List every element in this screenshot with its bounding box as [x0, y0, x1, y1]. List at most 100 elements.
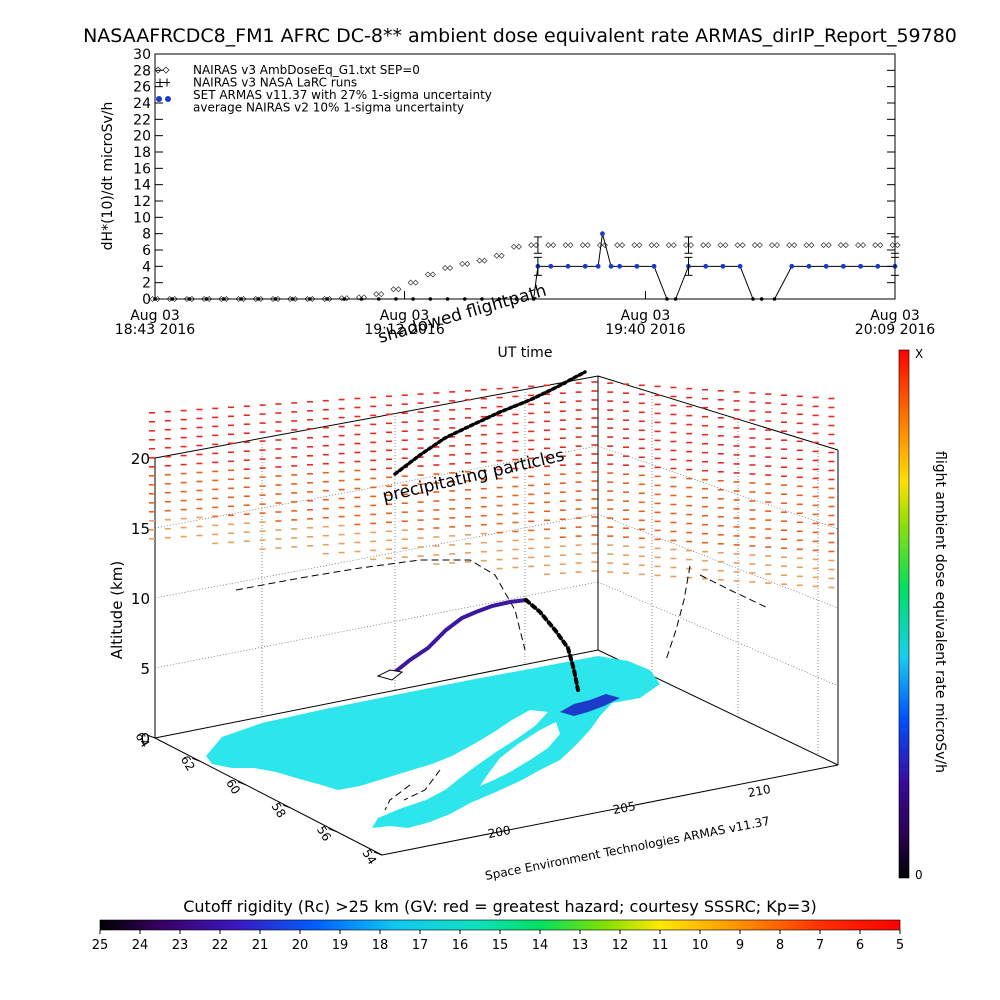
armas-point: [737, 263, 743, 269]
latitude-tick-mark: [373, 851, 383, 856]
grid-h-5: [154, 581, 599, 669]
ground-track-map: [206, 656, 660, 828]
y-tick-label: 22: [133, 112, 151, 128]
nairas-point: [528, 242, 535, 249]
cutoff-tick-label: 12: [612, 938, 629, 953]
armas-point: [342, 297, 347, 301]
altitude-tick-label: 5: [140, 660, 150, 678]
cutoff-tick-label: 13: [572, 938, 589, 953]
armas-point: [858, 263, 863, 269]
shadow-path-left: [235, 559, 526, 651]
nairas-point: [820, 242, 827, 249]
flight-dose-colorbar: X 0 flight ambient dose equivalent rate …: [898, 347, 948, 882]
box-edge-floor-left: [154, 649, 599, 739]
altitude-axis: 0 5 10 15 20: [131, 450, 150, 748]
nairas-point: [510, 243, 517, 250]
x-tick-label-time: 20:09 2016: [855, 322, 936, 338]
armas-point: [394, 297, 398, 301]
cutoff-rigidity-colorbar: Cutoff rigidity (Rc) >25 km (GV: red = g…: [92, 897, 904, 953]
x-tick-label-time: 19:40 2016: [605, 322, 686, 338]
armas-point: [665, 297, 669, 301]
grid-h-10-right: [597, 513, 839, 609]
y-tick-label: 8: [142, 227, 151, 243]
nairas-point: [447, 264, 454, 271]
armas-point: [462, 297, 467, 301]
nairas-point: [356, 294, 363, 301]
nairas-point: [751, 242, 758, 249]
y-tick-label: 30: [133, 47, 151, 63]
nairas-point: [373, 291, 380, 298]
error-bars: [533, 236, 899, 276]
nairas-point: [498, 252, 505, 259]
nairas-point: [412, 279, 419, 286]
nairas-point: [687, 242, 694, 249]
armas-point: [187, 297, 192, 301]
cutoff-tick-label: 21: [252, 938, 269, 953]
legend-icon-blue-dot: [156, 96, 171, 102]
longitude-axis: 200 205 210: [487, 782, 772, 841]
nairas-point: [545, 242, 552, 249]
nairas-point: [842, 242, 849, 249]
legend-label: NAIRAS v3 NASA LaRC runs: [193, 76, 357, 90]
series-armas: [153, 231, 898, 301]
cutoff-tick-label: 15: [492, 938, 509, 953]
grid-h-15: [154, 445, 599, 529]
armas-point: [170, 297, 175, 301]
3d-grid: [154, 389, 839, 755]
latitude-tick-mark: [328, 828, 337, 833]
nairas-point: [481, 257, 488, 264]
armas-point: [582, 263, 588, 269]
armas-point: [497, 297, 501, 301]
latitude-tick-mark: [146, 734, 156, 739]
y-tick-label: 2: [142, 276, 151, 292]
cutoff-tick-label: 6: [856, 938, 864, 953]
altitude-axis-label: Altitude (km): [108, 561, 126, 659]
nairas-point: [493, 252, 500, 259]
latitude-tick-label: 58: [269, 800, 289, 820]
armas-point: [634, 263, 640, 269]
nairas-point: [424, 271, 431, 278]
latitude-tick-label: 54: [359, 847, 379, 867]
armas-point: [359, 297, 364, 301]
armas-point: [789, 263, 795, 269]
legend-label: average NAIRAS v2 10% 1-sigma uncertaint…: [193, 101, 464, 115]
x-axis-label: UT time: [498, 345, 553, 361]
nairas-point: [407, 279, 414, 286]
nairas-point: [889, 242, 896, 249]
nairas-point: [877, 242, 884, 249]
cutoff-tick-label: 17: [412, 938, 429, 953]
nairas-point: [855, 242, 862, 249]
axis-longitude: [381, 764, 839, 856]
cutoff-tick-label: 8: [776, 938, 784, 953]
cutoff-tick-label: 24: [132, 938, 149, 953]
cutoff-tick-label: 23: [172, 938, 189, 953]
armas-point: [806, 263, 812, 269]
nairas-point: [756, 242, 763, 249]
nairas-point: [808, 242, 815, 249]
nairas-point: [705, 242, 712, 249]
nairas-point: [584, 242, 591, 249]
nairas-point: [670, 242, 677, 249]
latitude-tick-label: 56: [314, 823, 334, 843]
dose-rate-series: [149, 231, 901, 302]
nairas-point: [515, 243, 522, 250]
y-tick-label: 20: [133, 129, 151, 145]
flightpath-ascent: [388, 598, 528, 678]
nairas-point: [567, 242, 574, 249]
aircraft-marker: [376, 669, 404, 681]
cutoff-tick-label: 5: [896, 938, 904, 953]
nairas-point: [665, 242, 672, 249]
y-tick-label: 6: [142, 243, 151, 259]
armas-point: [273, 297, 278, 301]
cutoff-tick-label: 9: [736, 938, 744, 953]
altitude-tick-label: 0: [140, 730, 150, 748]
nairas-point: [562, 242, 569, 249]
armas-point: [565, 263, 571, 269]
armas-point: [514, 297, 519, 301]
cutoff-rigidity-colorbar-ticks: 25 24 23 22 21 20 19 18 17 16 15 14 13 12 11 10 9 8 7 6 5: [92, 930, 904, 953]
nairas-point: [803, 242, 810, 249]
legend-label: NAIRAS v3 AmbDoseEq_G1.txt SEP=0: [193, 63, 420, 77]
armas-point: [411, 297, 415, 301]
